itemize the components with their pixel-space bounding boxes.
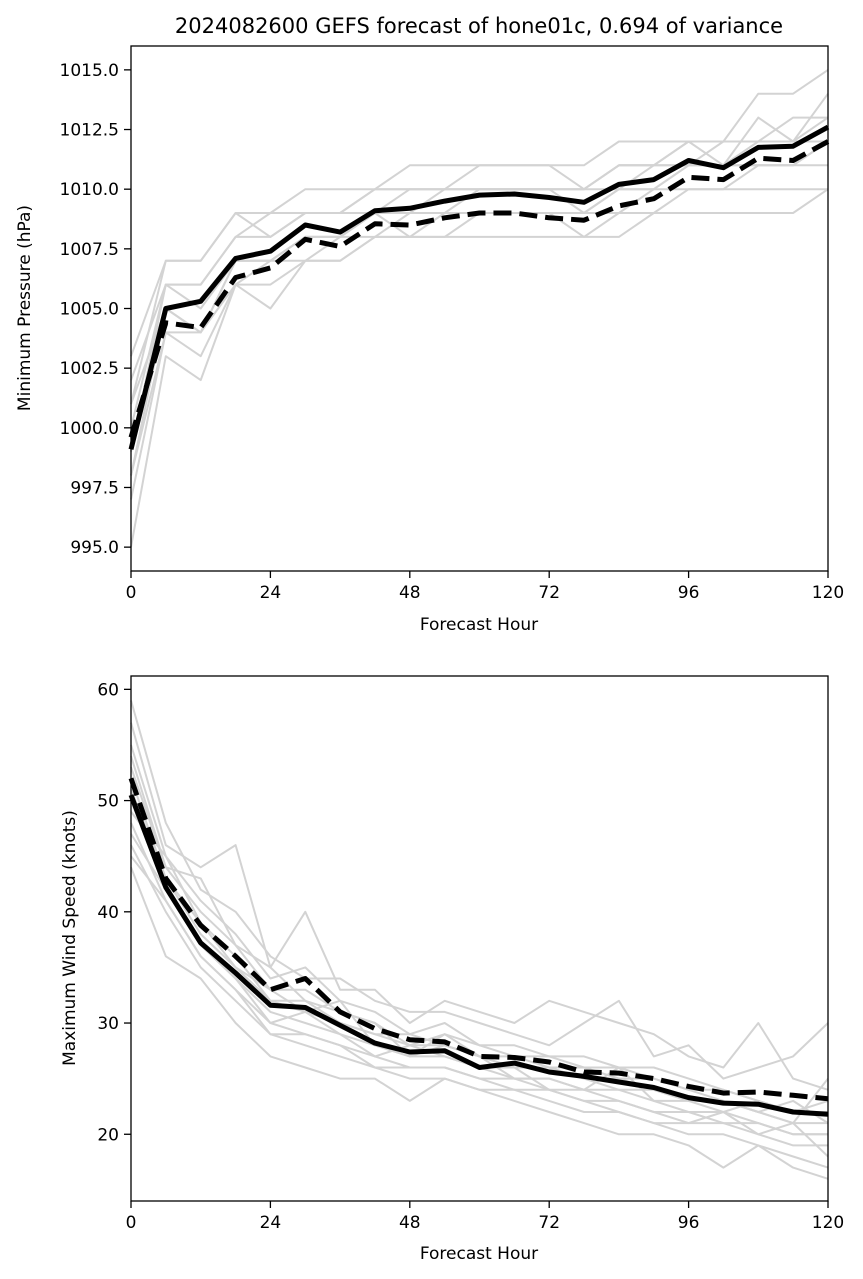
pressure-member-line-1	[130, 188, 829, 548]
pressure-panel: 2024082600 GEFS forecast of hone01c, 0.6…	[15, 14, 844, 635]
pressure-y-tick-label: 1007.5	[60, 240, 119, 260]
wind-mean-and-median-lines	[128, 777, 829, 1117]
pressure-chart-title: 2024082600 GEFS forecast of hone01c, 0.6…	[175, 14, 783, 38]
wind-x-tick-label: 24	[260, 1213, 282, 1233]
pressure-y-ticks: 995.0 997.5 1000.0 1002.5 1005.0 1007.5 1010.0…	[60, 61, 131, 558]
pressure-x-ticks: 0 24 48 72 96 120	[126, 571, 844, 603]
pressure-y-tick-label: 1015.0	[60, 61, 119, 81]
pressure-y-tick-label: 1010.0	[60, 180, 119, 200]
wind-x-tick-label: 120	[812, 1213, 844, 1233]
wind-member-line-14	[130, 855, 829, 1158]
wind-x-tick-label: 96	[678, 1213, 700, 1233]
wind-x-ticks: 0 24 48 72 96 120	[126, 1201, 844, 1233]
wind-x-tick-label: 0	[126, 1213, 137, 1233]
pressure-x-tick-label: 96	[678, 583, 700, 603]
pressure-x-tick-label: 0	[126, 583, 137, 603]
wind-member-line-2	[130, 722, 829, 1091]
wind-y-tick-label: 40	[97, 903, 119, 923]
wind-y-tick-label: 50	[97, 792, 119, 812]
pressure-mean-and-median-lines	[128, 124, 830, 450]
wind-x-axis-label: Forecast Hour	[420, 1244, 538, 1264]
pressure-y-tick-label: 1000.0	[60, 419, 119, 439]
pressure-x-tick-label: 48	[399, 583, 421, 603]
pressure-x-tick-label: 24	[260, 583, 282, 603]
wind-y-ticks: 20 30 40 50 60	[97, 680, 131, 1145]
pressure-median-line	[128, 139, 830, 439]
wind-plot-frame	[130, 675, 829, 1202]
pressure-y-tick-label: 1012.5	[60, 121, 119, 141]
pressure-y-tick-label: 997.5	[70, 478, 119, 498]
pressure-mean-line	[128, 124, 830, 450]
wind-member-line-4	[130, 766, 828, 1113]
wind-mean-line	[128, 794, 829, 1117]
wind-x-tick-label: 72	[538, 1213, 560, 1233]
wind-y-tick-label: 30	[97, 1014, 119, 1034]
wind-panel: 0 24 48 72 96 120 20 30 40 50 60 Forecast Hour Ma…	[60, 675, 844, 1264]
wind-ensemble-members	[130, 700, 829, 1180]
wind-y-tick-label: 60	[97, 680, 119, 700]
wind-y-axis-label: Maximum Wind Speed (knots)	[60, 810, 80, 1066]
pressure-x-tick-label: 120	[812, 583, 844, 603]
pressure-member-line-8	[130, 69, 829, 357]
pressure-y-tick-label: 1002.5	[60, 359, 119, 379]
pressure-x-tick-label: 72	[538, 583, 560, 603]
wind-member-line-9	[130, 866, 829, 1180]
wind-y-tick-label: 20	[97, 1125, 119, 1145]
pressure-y-tick-label: 1005.0	[60, 300, 119, 320]
pressure-y-tick-label: 995.0	[70, 538, 119, 558]
wind-member-line-1	[130, 700, 829, 1080]
pressure-x-axis-label: Forecast Hour	[420, 615, 538, 635]
pressure-y-axis-label: Minimum Pressure (hPa)	[15, 205, 35, 411]
pressure-member-line-9	[130, 116, 828, 405]
wind-x-tick-label: 48	[399, 1213, 421, 1233]
